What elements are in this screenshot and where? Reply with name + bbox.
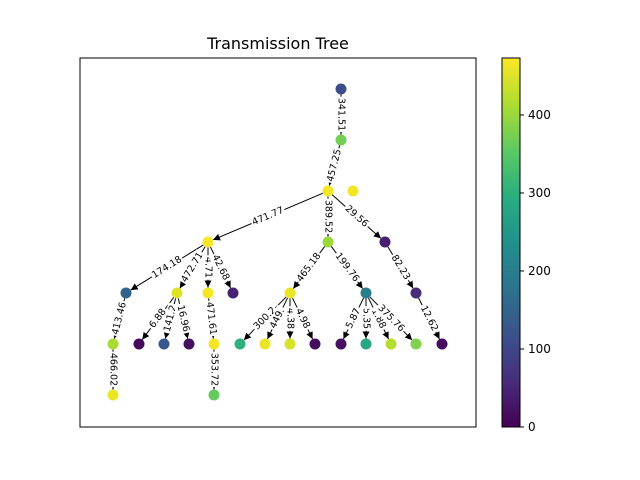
tree-node (322, 236, 334, 248)
chart-title: Transmission Tree (206, 34, 349, 53)
colorbar-gradient (501, 57, 521, 428)
colorbar-tick-label: 0 (528, 420, 536, 434)
colorbar-ticks: 0 100 200 300 400 (520, 108, 551, 434)
edge-label-background (322, 198, 334, 235)
colorbar-tick-label: 200 (528, 264, 551, 278)
edge-label-group: 466.02 (107, 351, 119, 388)
edge-label: 389.52 (323, 200, 334, 233)
edge-label-background (107, 351, 119, 388)
colorbar-tick-label: 300 (528, 186, 551, 200)
tree-node (360, 287, 372, 299)
tree-node (410, 338, 422, 350)
tree-node (322, 185, 334, 197)
edge-label-background (178, 249, 207, 286)
edge-label-background (324, 146, 345, 185)
tree-node (120, 287, 132, 299)
tree-node (335, 338, 347, 350)
tree-node (158, 338, 170, 350)
edge-label-background (148, 253, 186, 282)
edge-label: 82.23 (389, 253, 413, 282)
edge-label: 465.18 (295, 251, 324, 284)
colorbar: 0 100 200 300 400 (501, 57, 551, 434)
edge-label-group: 465.18 (293, 249, 325, 286)
edge-label-background (109, 299, 130, 338)
edge-label-group: 413.46 (109, 299, 130, 338)
tree-node (208, 338, 220, 350)
edge-label: 353.72 (209, 353, 220, 386)
edge-label-background (291, 304, 314, 333)
edge-label-background (249, 204, 287, 229)
edge-label-group: 389.52 (322, 198, 334, 235)
tree-node (107, 338, 119, 350)
tree-node (284, 338, 296, 350)
edge-label-background (335, 96, 347, 133)
edge-label: 341.51 (336, 98, 347, 131)
edge-label: 4.71 (203, 257, 214, 278)
edge-label: 471.77 (251, 205, 286, 228)
tree-node (133, 338, 145, 350)
tree-node (202, 287, 214, 299)
tree-node (335, 83, 347, 95)
tree-node (309, 338, 321, 350)
nodes-layer (107, 83, 448, 401)
edge-label-background (387, 251, 414, 284)
edge-label: 29.56 (343, 203, 371, 229)
edge-label-background (145, 305, 171, 332)
tree-node (183, 338, 195, 350)
tree-node (234, 338, 246, 350)
tree-node (284, 287, 296, 299)
edge-label: 466.02 (108, 353, 119, 386)
edge-label-background (341, 202, 372, 231)
tree-node (107, 389, 119, 401)
edge-label-group: 12.62 (416, 302, 442, 335)
edge-label-group: 16.96 (173, 302, 193, 335)
tree-node (360, 338, 372, 350)
edge-label-background (208, 251, 233, 284)
edge-label-group: 471.77 (249, 204, 287, 229)
edge-label-group: 199.76 (331, 249, 363, 286)
colorbar-tick-label: 100 (528, 342, 551, 356)
edge-label-background (342, 304, 365, 333)
edge-label-background (250, 303, 280, 334)
edge-label-background (208, 351, 220, 388)
edge-label-background (293, 249, 325, 286)
tree-node (335, 134, 347, 146)
edge-label-background (367, 304, 390, 333)
edge-label-group: 353.72 (208, 351, 220, 388)
edge-label: 199.76 (333, 251, 362, 284)
edge-label: 457.25 (325, 148, 344, 183)
tree-node (436, 338, 448, 350)
edge-label-background (202, 300, 220, 337)
edge-label-background (416, 302, 442, 335)
edge-label: 5.35 (361, 308, 372, 329)
plot-area-frame (79, 57, 477, 428)
edge-label-group: 471.61 (202, 300, 220, 337)
edge-label-background (374, 301, 408, 336)
edge-label: 471.61 (204, 301, 219, 335)
tree-node (347, 185, 359, 197)
tree-node (202, 236, 214, 248)
tree-node (171, 287, 183, 299)
edge-label: 174.18 (150, 254, 184, 281)
edge-label-group: 457.25 (324, 146, 345, 185)
edge-label-group: 29.56 (341, 202, 372, 231)
edge-label-background (173, 302, 193, 335)
edge-label-background (266, 304, 289, 333)
edge-label: 4.38 (285, 308, 296, 329)
edge-label: 12.62 (418, 304, 440, 333)
edge-label: 472.71 (179, 250, 206, 284)
edge-label: 413.46 (110, 301, 129, 336)
tree-node (379, 236, 391, 248)
colorbar-tick-label: 400 (528, 108, 551, 122)
tree-node (227, 287, 239, 299)
edge-label-group: 341.51 (335, 96, 347, 133)
edge-label-group: 82.23 (387, 251, 414, 284)
tree-node (385, 338, 397, 350)
tree-node (208, 389, 220, 401)
edge-label-background (331, 249, 363, 286)
tree-node (259, 338, 271, 350)
tree-node (410, 287, 422, 299)
